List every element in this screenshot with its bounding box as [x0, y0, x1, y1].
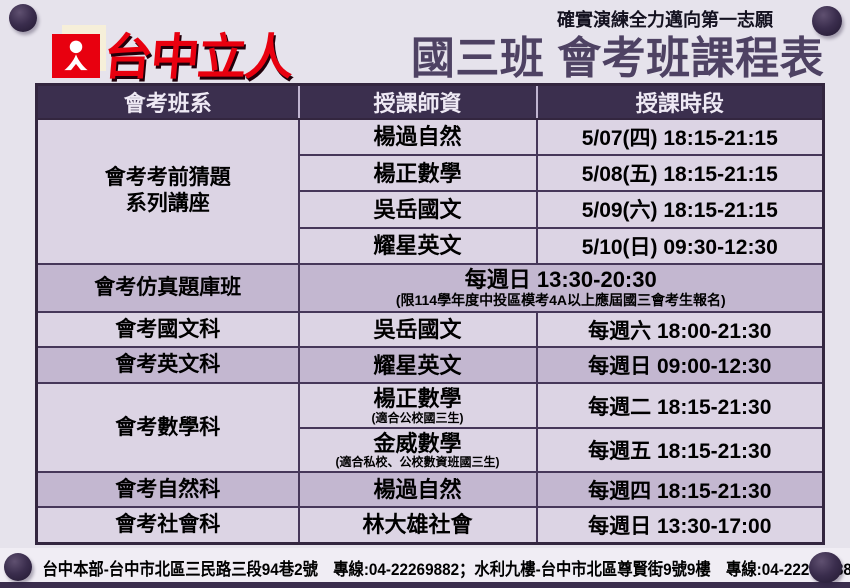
teacher-note: (適合私校、公校數資班國三生)	[335, 455, 500, 470]
pushpin-icon-bottom-left	[4, 553, 32, 581]
class-cell-mock-bank: 會考仿真題庫班	[35, 262, 300, 314]
class-cell-exam-prep-series: 會考考前猜題 系列講座	[35, 118, 300, 265]
time-cell: 5/07(四) 18:15-21:15	[535, 117, 825, 157]
header-row: 會考班系 授課師資 授課時段	[36, 84, 824, 120]
footer-strip	[0, 548, 850, 582]
footer-contact-info: 台中本部-台中市北區三民路三段94巷2號 專線:04-22269882；水利九樓…	[42, 560, 850, 579]
table-row: 會考社會科 林大雄社會 每週日 13:30-17:00	[35, 506, 825, 545]
teacher-cell: 林大雄社會	[297, 506, 538, 545]
brand-logo	[52, 34, 100, 78]
person-icon	[64, 40, 88, 71]
class-cell-english: 會考英文科	[35, 346, 300, 385]
teacher-cell: 吳岳國文	[297, 311, 538, 349]
time-cell: 每週五 18:15-21:30	[535, 426, 825, 474]
time-cell: 每週六 18:00-21:30	[535, 311, 825, 349]
table-row: 會考自然科 楊過自然 每週四 18:15-21:30	[35, 471, 825, 509]
time-cell: 每週四 18:15-21:30	[535, 471, 825, 509]
table-row: 會考考前猜題 系列講座 楊過自然 5/07(四) 18:15-21:15	[35, 117, 825, 265]
mock-bank-time: 每週日 13:30-20:30	[464, 266, 657, 292]
teacher-cell: 楊正數學	[297, 154, 538, 193]
teacher-name: 楊正數學	[373, 386, 462, 412]
page-title: 國三班 會考班課程表	[410, 34, 825, 83]
time-cell: 5/08(五) 18:15-21:15	[535, 154, 825, 193]
class-cell-social: 會考社會科	[35, 506, 300, 545]
table-row: 耀星英文 5/10(日) 09:30-12:30	[37, 226, 825, 265]
brand-name: 台中立人	[101, 28, 295, 86]
teacher-cell: 耀星英文	[297, 346, 538, 385]
teacher-note: (適合公校國三生)	[371, 410, 464, 425]
time-cell: 每週日 09:00-12:30	[535, 346, 825, 385]
pushpin-icon-top-right	[812, 6, 842, 36]
teacher-cell: 楊過自然	[297, 117, 538, 157]
slogan-text: 確實演練全力邁向第一志願	[557, 10, 773, 30]
class-cell-science: 會考自然科	[35, 471, 300, 509]
teacher-cell: 耀星英文	[297, 226, 538, 265]
table-row: 會考英文科 耀星英文 每週日 09:00-12:30	[35, 346, 825, 385]
teacher-cell-math-1: 楊正數學 (適合公校國三生)	[297, 382, 538, 429]
mock-bank-note: (限114學年度中投區模考4A以上應屆國三會考生報名)	[395, 292, 726, 309]
pushpin-icon-bottom-right	[809, 552, 842, 583]
class-label-line2: 系列講座	[125, 192, 210, 216]
table-row: 會考國文科 吳岳國文 每週六 18:00-21:30	[35, 311, 825, 349]
time-cell: 每週日 13:30-17:00	[535, 506, 825, 545]
table-row: 金威數學 (適合私校、公校數資班國三生) 每週五 18:15-21:30	[37, 426, 825, 474]
time-cell: 5/09(六) 18:15-21:15	[535, 190, 825, 229]
schedule-table: 會考班系 授課師資 授課時段 會考考前猜題 系列講座 楊過自然 5/07(四) …	[35, 83, 825, 545]
pushpin-icon-top-left	[9, 4, 37, 32]
col-header-teachers: 授課師資	[297, 84, 537, 120]
time-cell: 每週二 18:15-21:30	[535, 382, 825, 429]
table-row: 會考數學科 楊正數學 (適合公校國三生) 每週二 18:15-21:30	[35, 382, 825, 474]
table-row: 吳岳國文 5/09(六) 18:15-21:15	[37, 190, 825, 229]
time-cell: 5/10(日) 09:30-12:30	[535, 226, 825, 265]
teacher-cell-math-2: 金威數學 (適合私校、公校數資班國三生)	[297, 426, 538, 474]
table-row: 楊正數學 5/08(五) 18:15-21:15	[37, 154, 825, 193]
teacher-name: 金威數學	[373, 430, 462, 456]
col-header-time-slots: 授課時段	[535, 84, 824, 120]
col-header-class-series: 會考班系	[36, 84, 299, 120]
table-row: 會考仿真題庫班 每週日 13:30-20:30 (限114學年度中投區模考4A以…	[35, 262, 825, 314]
class-cell-math: 會考數學科	[35, 382, 300, 474]
teacher-cell: 吳岳國文	[297, 190, 538, 229]
time-cell-mock-bank: 每週日 13:30-20:30 (限114學年度中投區模考4A以上應屆國三會考生…	[297, 262, 825, 314]
teacher-cell: 楊過自然	[297, 471, 538, 509]
class-cell-chinese: 會考國文科	[35, 311, 300, 349]
class-label-line1: 會考考前猜題	[104, 166, 231, 190]
bottom-bar	[0, 582, 850, 588]
